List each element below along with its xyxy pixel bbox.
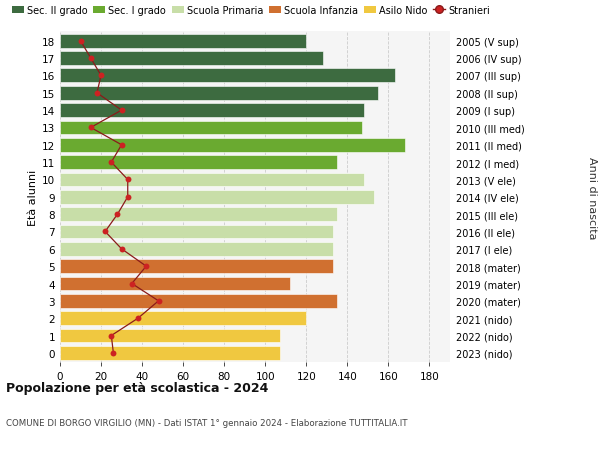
- Bar: [60, 225, 333, 239]
- Bar: [60, 69, 395, 83]
- Point: [123, 194, 133, 201]
- Bar: [60, 277, 290, 291]
- Bar: [60, 190, 374, 204]
- Bar: [60, 121, 362, 135]
- Point: [76, 38, 85, 45]
- Point: [133, 315, 143, 322]
- Point: [117, 142, 127, 149]
- Bar: [60, 156, 337, 170]
- Bar: [60, 87, 378, 101]
- Point: [117, 246, 127, 253]
- Point: [142, 263, 151, 270]
- Bar: [60, 139, 405, 152]
- Bar: [60, 35, 307, 49]
- Bar: [60, 329, 280, 343]
- Bar: [60, 346, 280, 360]
- Bar: [60, 208, 337, 222]
- Bar: [60, 173, 364, 187]
- Bar: [60, 260, 333, 274]
- Point: [123, 176, 133, 184]
- Point: [117, 107, 127, 115]
- Bar: [60, 242, 333, 256]
- Text: COMUNE DI BORGO VIRGILIO (MN) - Dati ISTAT 1° gennaio 2024 - Elaborazione TUTTIT: COMUNE DI BORGO VIRGILIO (MN) - Dati IST…: [6, 418, 407, 427]
- Bar: [60, 294, 337, 308]
- Y-axis label: Età alunni: Età alunni: [28, 169, 38, 225]
- Point: [100, 228, 110, 235]
- Bar: [60, 312, 307, 325]
- Bar: [60, 104, 364, 118]
- Bar: [60, 52, 323, 66]
- Point: [96, 73, 106, 80]
- Point: [107, 332, 116, 340]
- Point: [127, 280, 137, 287]
- Point: [154, 297, 163, 305]
- Point: [92, 90, 102, 97]
- Point: [109, 349, 118, 357]
- Point: [113, 211, 122, 218]
- Text: Anni di nascita: Anni di nascita: [587, 156, 597, 239]
- Point: [86, 55, 95, 62]
- Text: Popolazione per età scolastica - 2024: Popolazione per età scolastica - 2024: [6, 381, 268, 394]
- Point: [86, 124, 95, 132]
- Legend: Sec. II grado, Sec. I grado, Scuola Primaria, Scuola Infanzia, Asilo Nido, Stran: Sec. II grado, Sec. I grado, Scuola Prim…: [11, 5, 491, 17]
- Point: [107, 159, 116, 167]
